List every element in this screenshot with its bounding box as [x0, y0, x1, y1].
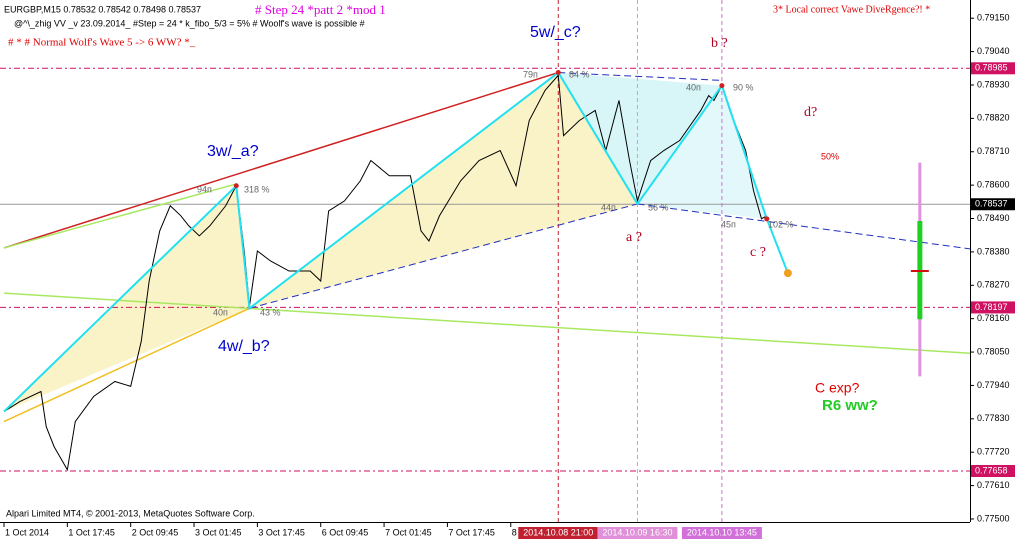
- level-label: 0.78537: [975, 199, 1008, 209]
- trendline: [3, 71, 559, 249]
- level-label: 0.78985: [975, 63, 1008, 73]
- annotation: 40п: [686, 82, 701, 92]
- x-tick-label: 1 Oct 17:45: [68, 527, 115, 537]
- annotation: # * # Normal Wolf's Wave 5 -> 6 WW? *_: [8, 37, 196, 49]
- annotation: 43 %: [260, 307, 281, 317]
- wave-fills: [4, 72, 767, 412]
- annotation: 3* Local correct Vawe DiveRgence?! *: [773, 4, 930, 15]
- annotation: b ?: [711, 36, 728, 51]
- level-label-box: [971, 62, 1015, 75]
- annotation: 79п: [523, 69, 538, 79]
- annotation: c ?: [750, 245, 766, 260]
- wave-fill: [249, 72, 638, 309]
- annotation: 56 %: [648, 202, 669, 212]
- wave-point: [555, 70, 561, 76]
- y-tick-label: 0.78600: [977, 180, 1010, 190]
- time-label: 2014.10.08 21:00: [523, 527, 593, 537]
- y-tick-label: 0.79150: [977, 13, 1010, 23]
- annotation: @^\_zhig VV _v 23.09.2014_ #Step = 24 * …: [14, 18, 365, 28]
- annotation: 318 %: [244, 184, 270, 194]
- annotation: 45п: [721, 219, 736, 229]
- y-tick-label: 0.77610: [977, 480, 1010, 490]
- x-tick-label: 2 Oct 09:45: [132, 527, 179, 537]
- trendline: [3, 183, 237, 249]
- trendline: [249, 203, 638, 309]
- y-tick-label: 0.77500: [977, 513, 1010, 523]
- y-tick-label: 0.78710: [977, 146, 1010, 156]
- level-label-box: [971, 198, 1015, 211]
- axis-labels: 0.79150 0.79040 0.78930 0.78820 0.78710 0.786…: [3, 13, 1015, 539]
- footer: Alpari Limited MT4, © 2001-2013, MetaQuo…: [6, 508, 255, 518]
- y-tick-label: 0.79040: [977, 46, 1010, 56]
- y-tick-label: 0.78380: [977, 246, 1010, 256]
- wave-fill: [558, 72, 722, 204]
- x-tick-label: 7 Oct 17:45: [448, 527, 495, 537]
- annotation: C exp?: [815, 380, 860, 396]
- x-tick-label: 6 Oct 09:45: [322, 527, 369, 537]
- time-label-box: [597, 527, 678, 539]
- y-tick-label: 0.78270: [977, 280, 1010, 290]
- x-tick-label: 3 Oct 17:45: [258, 527, 305, 537]
- trendline: [3, 292, 971, 355]
- x-tick-label: 3 Oct 01:45: [195, 527, 242, 537]
- y-tick-label: 0.77940: [977, 380, 1010, 390]
- level-label-box: [971, 465, 1015, 478]
- annotation: 3w/_a?: [207, 143, 259, 160]
- plot: [0, 0, 971, 522]
- wave-line: [3, 71, 789, 413]
- time-label-box: [518, 527, 599, 539]
- trendline: [637, 203, 971, 250]
- y-tick-label: 0.78930: [977, 79, 1010, 89]
- y-tick-label: 0.78050: [977, 346, 1010, 356]
- time-label: 2014.10.10 13:45: [687, 527, 757, 537]
- y-tick-label: 0.78160: [977, 313, 1010, 323]
- x-tick-label: 1 Oct 2014: [5, 527, 49, 537]
- annotation: d?: [804, 105, 817, 120]
- annotation: a ?: [626, 230, 642, 245]
- level-label: 0.78197: [975, 302, 1008, 312]
- annotation: 94п: [197, 184, 212, 194]
- annotation: 90 %: [733, 82, 754, 92]
- y-tick-label: 0.77830: [977, 413, 1010, 423]
- wave-point: [764, 216, 770, 222]
- wave-point: [719, 83, 725, 89]
- trendline: [3, 307, 250, 423]
- y-tick-label: 0.78820: [977, 113, 1010, 123]
- wave-fill: [637, 85, 767, 219]
- wave-fill: [4, 185, 250, 412]
- annotation: 50%: [821, 151, 839, 161]
- target-point: [783, 269, 792, 278]
- y-tick-label: 0.78490: [977, 213, 1010, 223]
- x-tick-label: 8: [512, 527, 517, 537]
- trendline: [558, 72, 722, 81]
- annotation: 44п: [601, 202, 616, 212]
- y-tick-label: 0.77720: [977, 447, 1010, 457]
- annotation: 102 %: [768, 219, 794, 229]
- annotation: 84 %: [569, 69, 590, 79]
- level-label: 0.77658: [975, 465, 1008, 475]
- time-label-box: [681, 527, 762, 539]
- annotation: 5w/_c?: [530, 24, 581, 41]
- annotation: # Step 24 *patt 2 *mod 1: [255, 2, 386, 17]
- wave-point: [233, 183, 239, 189]
- annotation: 40п: [213, 307, 228, 317]
- level-label-box: [971, 301, 1015, 314]
- chart-title: EURGBP,M15 0.78532 0.78542 0.78498 0.785…: [4, 4, 201, 14]
- annotation: R6 ww?: [822, 397, 878, 414]
- time-label: 2014.10.09 16:30: [602, 527, 672, 537]
- annotation: 4w/_b?: [218, 338, 270, 355]
- price-line: [3, 74, 768, 472]
- x-tick-label: 7 Oct 01:45: [385, 527, 432, 537]
